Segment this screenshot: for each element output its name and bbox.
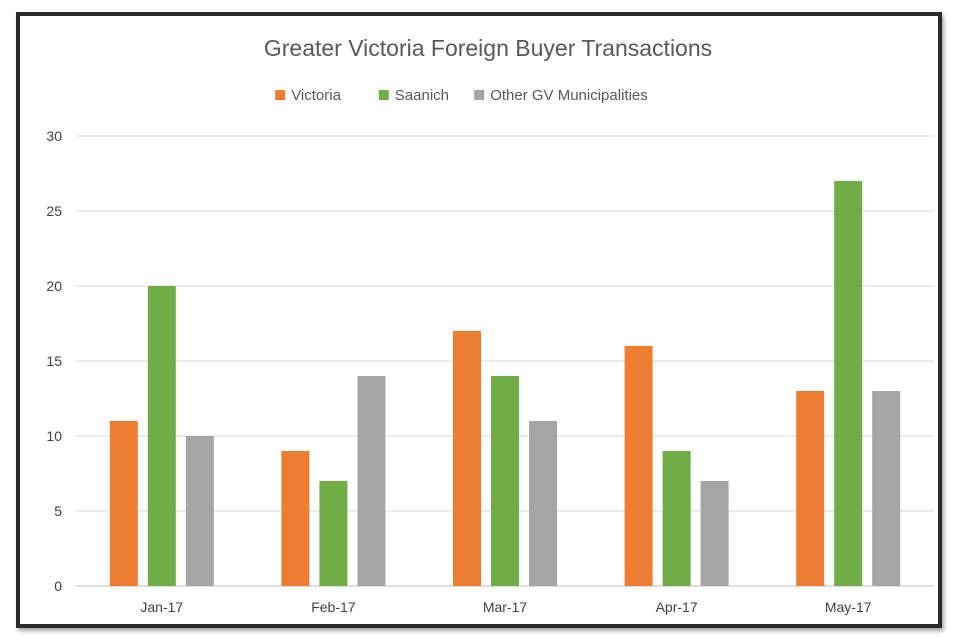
legend-label: Victoria bbox=[291, 87, 341, 104]
y-tick-label: 0 bbox=[54, 578, 62, 594]
bar-victoria-jan-17 bbox=[109, 421, 138, 586]
legend-label: Saanich bbox=[395, 87, 449, 104]
chart-legend: Victoria Saanich Other GV Municipalities bbox=[275, 87, 648, 104]
bar-victoria-may-17 bbox=[796, 391, 825, 586]
bar-saanich-may-17 bbox=[834, 181, 863, 586]
chart-frame: Greater Victoria Foreign Buyer Transacti… bbox=[16, 12, 942, 628]
y-tick-label: 15 bbox=[46, 353, 62, 369]
legend-label: Other GV Municipalities bbox=[490, 87, 648, 104]
legend-swatch bbox=[378, 90, 389, 100]
bar-saanich-mar-17 bbox=[491, 376, 519, 586]
chart-title: Greater Victoria Foreign Buyer Transacti… bbox=[264, 35, 712, 61]
bar-other-gv-municipalities-feb-17 bbox=[357, 376, 386, 586]
y-axis: 0 5 10 15 20 25 30 bbox=[46, 128, 62, 594]
x-tick-label: May-17 bbox=[825, 599, 872, 615]
bar-other-gv-municipalities-jan-17 bbox=[185, 436, 214, 586]
x-tick-label: Mar-17 bbox=[483, 599, 528, 615]
bar-other-gv-municipalities-apr-17 bbox=[700, 481, 729, 586]
bar-victoria-mar-17 bbox=[453, 331, 481, 586]
x-tick-label: Apr-17 bbox=[656, 599, 698, 615]
bar-other-gv-municipalities-may-17 bbox=[872, 391, 901, 586]
y-tick-label: 30 bbox=[46, 128, 62, 144]
x-axis: Jan-17 Feb-17 Mar-17 Apr-17 May-17 bbox=[140, 599, 871, 615]
y-tick-label: 20 bbox=[46, 278, 62, 294]
legend-swatch bbox=[474, 90, 485, 100]
bar-saanich-apr-17 bbox=[662, 451, 691, 586]
y-tick-label: 5 bbox=[54, 503, 62, 519]
bar-other-gv-municipalities-mar-17 bbox=[529, 421, 557, 586]
bar-chart: Greater Victoria Foreign Buyer Transacti… bbox=[46, 35, 934, 615]
bar-victoria-feb-17 bbox=[281, 451, 310, 586]
bar-victoria-apr-17 bbox=[624, 346, 653, 586]
bar-saanich-jan-17 bbox=[147, 286, 176, 586]
x-tick-label: Jan-17 bbox=[140, 599, 183, 615]
y-tick-label: 25 bbox=[46, 203, 62, 219]
bar-saanich-feb-17 bbox=[319, 481, 348, 586]
bars bbox=[109, 181, 901, 586]
legend-swatch bbox=[275, 90, 286, 100]
y-tick-label: 10 bbox=[46, 428, 62, 444]
x-tick-label: Feb-17 bbox=[311, 599, 356, 615]
